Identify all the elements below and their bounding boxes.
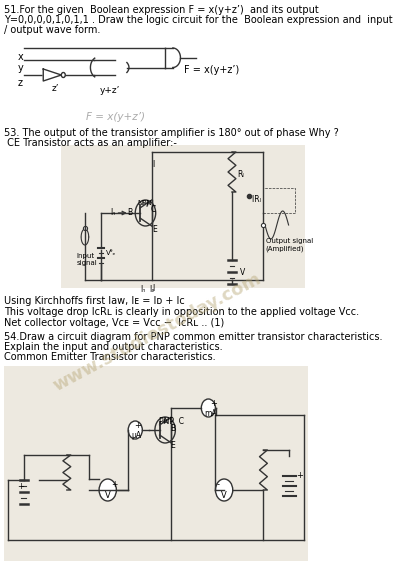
- Text: +: +: [111, 480, 117, 489]
- Text: +: +: [17, 482, 24, 491]
- Text: Output signal: Output signal: [266, 238, 313, 244]
- Text: x: x: [17, 52, 23, 62]
- Text: / output wave form.: / output wave form.: [4, 25, 100, 35]
- Text: y+z’: y+z’: [100, 86, 120, 95]
- Text: CE Transistor acts as an amplifier:-: CE Transistor acts as an amplifier:-: [4, 138, 177, 148]
- Text: This voltage drop IᴄRʟ is clearly in opposition to the applied voltage Vcc.: This voltage drop IᴄRʟ is clearly in opp…: [4, 307, 359, 317]
- Text: V: V: [221, 491, 227, 500]
- Text: C: C: [151, 205, 156, 214]
- Polygon shape: [43, 69, 61, 81]
- Text: I⁣: I⁣: [153, 160, 156, 169]
- Circle shape: [128, 421, 143, 439]
- Text: F = x(y+z’): F = x(y+z’): [87, 112, 145, 122]
- Text: Iₙ: Iₙ: [110, 208, 116, 217]
- FancyBboxPatch shape: [61, 145, 305, 288]
- Text: V: V: [104, 491, 110, 500]
- Circle shape: [216, 479, 233, 501]
- Circle shape: [155, 417, 175, 443]
- Text: Common Emitter Transistor characteristics.: Common Emitter Transistor characteristic…: [4, 352, 216, 362]
- Text: +: +: [297, 471, 303, 480]
- Text: μA: μA: [131, 431, 141, 440]
- Text: Net collector voltage, Vᴄᴇ = Vᴄᴄ −  IᴄRʟ .. (1): Net collector voltage, Vᴄᴇ = Vᴄᴄ − IᴄRʟ …: [4, 318, 224, 328]
- Text: www.studiestoday.com: www.studiestoday.com: [50, 270, 264, 396]
- Text: V⁹ₑ: V⁹ₑ: [106, 250, 117, 256]
- Text: V⁣⁣: V⁣⁣: [240, 268, 245, 277]
- Text: +: +: [134, 421, 141, 430]
- Text: PNP  C: PNP C: [159, 417, 184, 426]
- FancyBboxPatch shape: [4, 366, 308, 561]
- Text: y: y: [17, 63, 23, 73]
- Circle shape: [61, 72, 65, 77]
- Text: F = x(y+z’): F = x(y+z’): [184, 65, 240, 75]
- Text: Iₙ: Iₙ: [140, 285, 145, 294]
- Text: mA: mA: [204, 409, 217, 418]
- Text: 51.For the given  Boolean expression F = x(y+z’)  and its output: 51.For the given Boolean expression F = …: [4, 5, 319, 15]
- Text: I⁣: I⁣: [153, 284, 156, 293]
- Text: I⁣Rₗ: I⁣Rₗ: [252, 195, 260, 204]
- Text: (Amplified): (Amplified): [266, 245, 304, 251]
- Text: -: -: [217, 480, 220, 489]
- Text: z: z: [17, 78, 22, 88]
- Text: 53. The output of the transistor amplifier is 180° out of phase Why ?: 53. The output of the transistor amplifi…: [4, 128, 339, 138]
- Text: B: B: [171, 424, 176, 433]
- Text: E: E: [171, 441, 175, 450]
- Circle shape: [99, 479, 116, 501]
- Circle shape: [201, 399, 216, 417]
- Text: E: E: [152, 225, 156, 234]
- Circle shape: [135, 200, 156, 226]
- Text: NPN: NPN: [138, 200, 152, 206]
- Text: Y=0,0,0,0,1,0,1,1 . Draw the logic circuit for the  Boolean expression and  inpu: Y=0,0,0,0,1,0,1,1 . Draw the logic circu…: [4, 15, 393, 25]
- Text: Explain the input and output characteristics.: Explain the input and output characteris…: [4, 342, 223, 352]
- Text: B: B: [127, 208, 133, 217]
- Text: Rₗ: Rₗ: [237, 170, 244, 179]
- Text: Input: Input: [76, 253, 94, 259]
- Text: z’: z’: [52, 84, 60, 93]
- Text: 54.Draw a circuit diagram for PNP common emitter transistor characteristics.: 54.Draw a circuit diagram for PNP common…: [4, 332, 382, 342]
- Text: signal: signal: [76, 260, 97, 266]
- Text: +: +: [210, 399, 217, 408]
- Text: Using Kirchhoffs first law, Iᴇ = Iᴅ + Iᴄ: Using Kirchhoffs first law, Iᴇ = Iᴅ + Iᴄ: [4, 296, 185, 306]
- Text: Iₑ: Iₑ: [149, 285, 155, 294]
